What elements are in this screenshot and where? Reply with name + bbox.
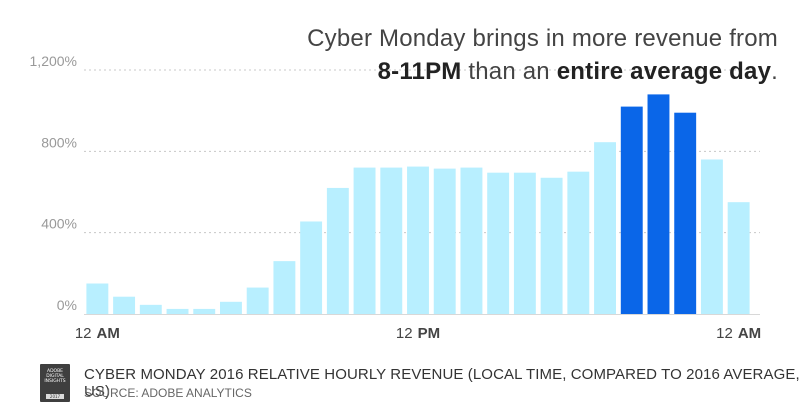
bar-highlight — [620, 106, 643, 314]
headline-end: . — [771, 58, 778, 85]
headline-mid-text: than an — [461, 58, 557, 85]
x-tick-number: 12 — [396, 325, 413, 342]
x-tick-suffix: AM — [97, 325, 120, 342]
bar-highlight — [674, 112, 697, 314]
headline-line-2: 8-11PM than an entire average day. — [307, 55, 778, 88]
bar — [700, 159, 723, 314]
bar — [594, 142, 616, 314]
adobe-digital-insights-logo: ADOBE DIGITAL INSIGHTS 2017 — [40, 364, 70, 402]
logo-text-2: DIGITAL — [46, 374, 64, 379]
x-tick-label: 12 AM — [75, 325, 120, 342]
y-tick-label: 800% — [41, 134, 77, 150]
y-tick-label: 1,200% — [30, 53, 77, 69]
bar — [300, 221, 323, 314]
bar — [86, 283, 109, 314]
bar — [380, 167, 403, 314]
x-tick-label: 12 PM — [396, 325, 440, 342]
x-tick-suffix: PM — [418, 325, 441, 342]
headline-highlight-day: entire average day — [556, 58, 772, 85]
x-tick-number: 12 — [75, 325, 92, 342]
logo-text-3: INSIGHTS — [44, 379, 66, 384]
bar — [193, 308, 216, 314]
bar — [113, 296, 136, 314]
bar — [407, 166, 429, 314]
chart-caption: CYBER MONDAY 2016 RELATIVE HOURLY REVENU… — [84, 366, 800, 400]
bar — [326, 187, 349, 314]
bar — [220, 301, 242, 314]
bar — [273, 261, 296, 314]
logo-year: 2017 — [46, 394, 64, 399]
logo-text-1: ADOBE — [46, 369, 64, 374]
bar-highlight — [647, 94, 670, 315]
headline-line-1: Cyber Monday brings in more revenue from — [307, 25, 778, 52]
bar — [166, 308, 189, 314]
chart-headline: Cyber Monday brings in more revenue from… — [307, 22, 778, 88]
bar — [246, 287, 269, 314]
bar — [727, 202, 750, 314]
bar — [487, 172, 510, 314]
bar — [460, 167, 483, 314]
bar — [353, 167, 376, 314]
x-tick-suffix: AM — [738, 325, 761, 342]
y-tick-label: 400% — [41, 216, 77, 232]
x-tick-label: 12 AM — [716, 325, 761, 342]
hourly-revenue-chart: 0% 400% 800% 1,200% 12 AM 12 PM 12 AM — [30, 53, 762, 342]
bar — [513, 172, 536, 314]
bar — [540, 177, 563, 314]
y-tick-label: 0% — [57, 297, 77, 313]
bar — [567, 171, 590, 314]
chart-source: SOURCE: ADOBE ANALYTICS — [84, 386, 252, 400]
x-tick-number: 12 — [716, 325, 733, 342]
bar — [433, 168, 456, 314]
bar — [139, 304, 162, 314]
headline-highlight-time: 8-11PM — [377, 58, 462, 85]
